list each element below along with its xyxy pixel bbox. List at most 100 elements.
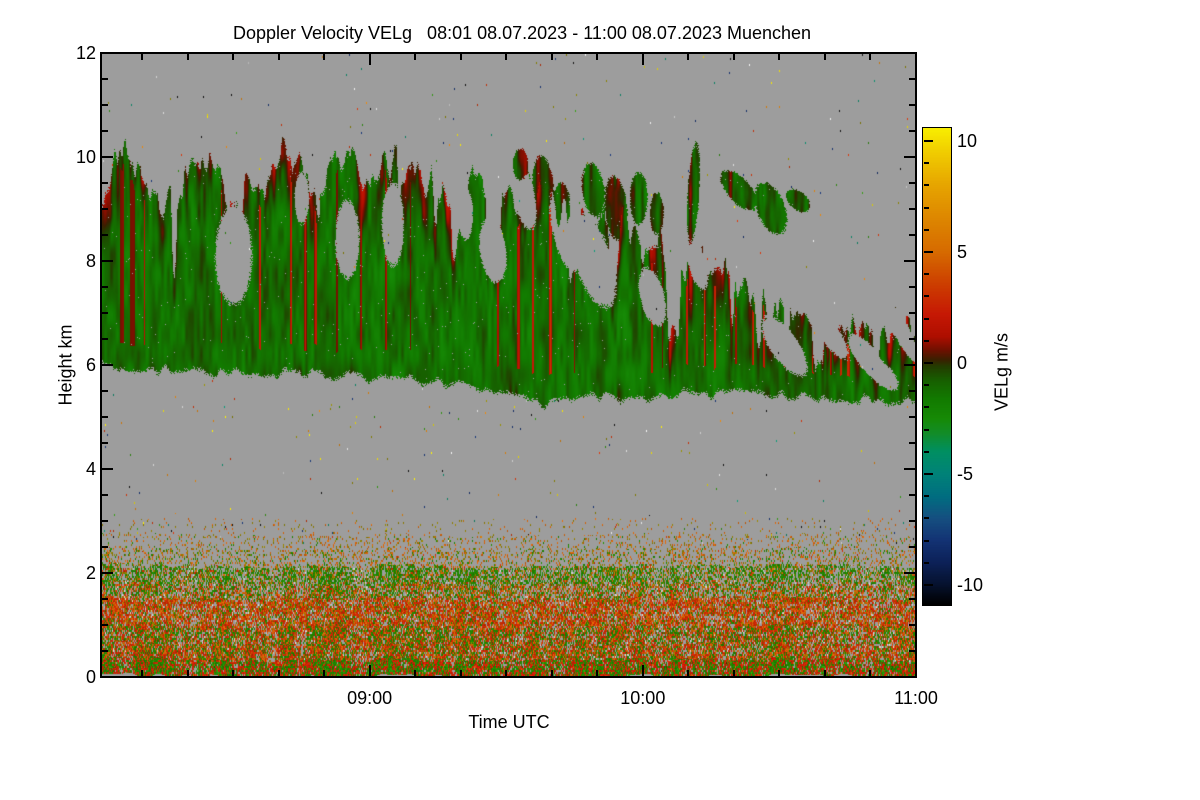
tick-mark: [102, 104, 108, 106]
tick-mark: [909, 78, 915, 80]
tick-mark: [909, 442, 915, 444]
tick-mark: [550, 54, 553, 60]
x-tick-label: 11:00: [894, 688, 938, 708]
colorbar-tick-mark: [924, 561, 929, 564]
tick-mark: [641, 54, 644, 65]
tick-mark: [909, 390, 915, 392]
colorbar-tick-label: -5: [957, 464, 974, 484]
tick-mark: [909, 182, 915, 184]
colorbar-tick-mark: [924, 317, 929, 320]
tick-mark: [102, 156, 113, 158]
colorbar: [922, 127, 952, 606]
tick-mark: [102, 338, 108, 340]
colorbar-tick-mark: [924, 228, 929, 231]
heatmap-canvas: [102, 54, 915, 676]
colorbar-tick-mark: [924, 295, 929, 298]
y-tick-label: 0: [85, 667, 96, 687]
tick-mark: [550, 670, 553, 676]
tick-mark: [232, 54, 235, 60]
tick-mark: [186, 54, 189, 60]
tick-mark: [102, 78, 108, 80]
colorbar-tick-mark: [924, 362, 933, 364]
tick-mark: [915, 54, 917, 65]
colorbar-tick-mark: [924, 517, 929, 520]
tick-mark: [904, 260, 915, 262]
colorbar-tick-label: 0: [957, 353, 968, 373]
tick-mark: [596, 54, 599, 60]
colorbar-tick-label: -10: [957, 575, 984, 595]
tick-mark: [323, 54, 326, 60]
tick-mark: [102, 416, 108, 418]
tick-mark: [323, 670, 326, 676]
colorbar-axis-label: VELg m/s: [991, 332, 1012, 412]
y-tick-label: 6: [85, 355, 96, 375]
colorbar-tick-mark: [924, 162, 929, 165]
tick-mark: [368, 54, 371, 65]
tick-mark: [596, 670, 599, 676]
tick-mark: [904, 364, 915, 366]
tick-mark: [140, 54, 143, 60]
chart-title: Doppler Velocity VELg 08:01 08.07.2023 -…: [232, 23, 812, 43]
colorbar-tick-mark: [924, 206, 929, 209]
tick-mark: [869, 670, 872, 676]
colorbar-gradient-canvas: [923, 128, 951, 605]
tick-mark: [102, 390, 108, 392]
tick-mark: [102, 520, 108, 522]
plot-area: [100, 52, 917, 678]
tick-mark: [102, 494, 108, 496]
tick-mark: [909, 234, 915, 236]
tick-mark: [102, 598, 108, 600]
tick-mark: [414, 54, 417, 60]
tick-mark: [102, 546, 108, 548]
tick-mark: [505, 54, 508, 60]
tick-mark: [904, 468, 915, 470]
tick-mark: [909, 624, 915, 626]
tick-mark: [368, 665, 371, 676]
colorbar-tick-mark: [924, 428, 929, 431]
colorbar-tick-label: 10: [957, 131, 978, 151]
tick-mark: [102, 624, 108, 626]
tick-mark: [909, 546, 915, 548]
tick-mark: [823, 54, 826, 60]
colorbar-tick-mark: [924, 473, 933, 475]
tick-mark: [687, 54, 690, 60]
tick-mark: [778, 670, 781, 676]
tick-mark: [823, 670, 826, 676]
y-tick-label: 12: [75, 43, 96, 63]
tick-mark: [732, 670, 735, 676]
colorbar-tick-mark: [924, 273, 929, 276]
tick-mark: [732, 54, 735, 60]
tick-mark: [102, 442, 108, 444]
tick-mark: [909, 650, 915, 652]
tick-mark: [102, 286, 108, 288]
tick-mark: [641, 665, 644, 676]
colorbar-tick-mark: [924, 495, 929, 498]
tick-mark: [909, 130, 915, 132]
y-tick-label: 2: [85, 563, 96, 583]
tick-mark: [909, 598, 915, 600]
tick-mark: [277, 670, 280, 676]
colorbar-tick-mark: [924, 539, 929, 542]
y-tick-label: 4: [85, 459, 96, 479]
tick-mark: [915, 665, 917, 676]
colorbar-tick-mark: [924, 406, 929, 409]
tick-mark: [909, 416, 915, 418]
tick-mark: [186, 670, 189, 676]
colorbar-tick-label: 5: [957, 242, 968, 262]
x-tick-label: 10:00: [620, 688, 666, 708]
tick-mark: [102, 312, 108, 314]
tick-mark: [459, 670, 462, 676]
y-tick-label: 10: [75, 147, 96, 167]
tick-mark: [909, 338, 915, 340]
tick-mark: [909, 104, 915, 106]
tick-mark: [140, 670, 143, 676]
tick-mark: [277, 54, 280, 60]
tick-mark: [414, 670, 417, 676]
tick-mark: [778, 54, 781, 60]
tick-mark: [904, 572, 915, 574]
tick-mark: [102, 260, 113, 262]
tick-mark: [232, 670, 235, 676]
colorbar-tick-mark: [924, 584, 933, 586]
tick-mark: [102, 364, 113, 366]
